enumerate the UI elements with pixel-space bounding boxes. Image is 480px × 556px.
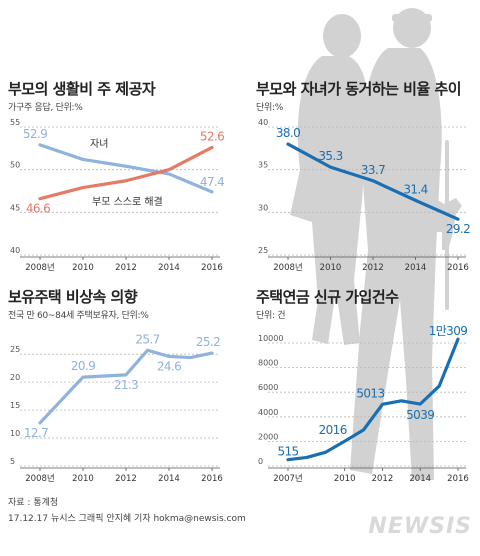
- data-label: 33.7: [361, 163, 385, 177]
- x-tick-label: 2010: [334, 474, 356, 484]
- data-label: 5013: [356, 386, 384, 400]
- dog-silhouette: [415, 197, 462, 250]
- y-tick-label: 25: [10, 345, 20, 354]
- data-label: 47.4: [200, 175, 224, 189]
- elderly-couple-silhouette: [290, 8, 449, 480]
- x-tick-label: 2014: [158, 263, 180, 273]
- x-tick-label: 2014: [405, 263, 427, 273]
- data-label: 515: [277, 445, 298, 459]
- y-tick-label: 10000: [258, 334, 283, 343]
- y-tick-label: 5: [10, 457, 15, 466]
- y-tick-label: 35: [258, 161, 268, 170]
- series-line-2: [38, 145, 214, 201]
- data-label: 25.7: [135, 332, 159, 346]
- x-tick-label: 2016: [201, 474, 223, 484]
- chart-title: 보유주택 비상속 의향: [8, 288, 138, 306]
- y-tick-label: 40: [10, 246, 20, 255]
- y-tick-label: 0: [258, 457, 263, 466]
- y-tick-label: 15: [10, 401, 20, 410]
- chart-title: 부모와 자녀가 동거하는 비율 추이: [256, 80, 461, 98]
- x-tick-label: 2014: [409, 474, 431, 484]
- data-label: 52.6: [200, 129, 224, 143]
- x-tick-label: 2008년: [273, 262, 302, 273]
- y-tick-label: 10: [10, 429, 20, 438]
- y-tick-label: 4000: [258, 408, 278, 417]
- x-tick-label: 2008년: [25, 473, 54, 484]
- legend-label-children: 자녀: [90, 138, 108, 150]
- y-tick-label: 55: [10, 118, 20, 127]
- y-tick-label: 8000: [258, 359, 278, 368]
- y-tick-label: 6000: [258, 383, 278, 392]
- series-line-1: [38, 348, 214, 425]
- x-tick-label: 2012: [362, 263, 384, 273]
- data-label: 25.2: [196, 335, 220, 349]
- chart-subtitle: 가구주 응답, 단위:%: [8, 101, 83, 113]
- y-tick-label: 25: [258, 246, 268, 255]
- data-label: 24.6: [157, 359, 181, 373]
- y-tick-label: 40: [258, 118, 268, 127]
- chart-subtitle: 단위: 건: [256, 310, 285, 321]
- y-tick-label: 20: [10, 373, 20, 382]
- legend-label-parents: 부모 스스로 해결: [92, 195, 163, 208]
- x-tick-label: 2012: [372, 474, 394, 484]
- x-tick-label: 2012: [115, 263, 137, 273]
- source-text: 자료 : 통계청: [8, 496, 58, 508]
- x-tick-label: 2010: [320, 263, 342, 273]
- x-tick-label: 2016: [447, 263, 469, 273]
- newsis-logo: NEWSIS: [368, 514, 472, 539]
- data-label: 46.6: [26, 202, 50, 216]
- series-line-1: [38, 143, 214, 194]
- x-tick-label: 2016: [447, 474, 469, 484]
- y-tick-label: 30: [258, 203, 268, 212]
- series-line-1: [286, 337, 460, 462]
- y-tick-label: 50: [10, 161, 20, 170]
- data-label: 2016: [319, 423, 347, 437]
- data-label: 1만309: [429, 324, 468, 338]
- data-label: 31.4: [403, 182, 427, 196]
- x-tick-label: 2010: [72, 474, 94, 484]
- chart-subtitle: 전국 만 60~84세 주택보유자, 단위:%: [8, 310, 149, 321]
- data-label: 29.2: [446, 222, 470, 236]
- series-line-1: [286, 142, 460, 221]
- data-label: 20.9: [71, 359, 95, 373]
- data-label: 12.7: [24, 426, 48, 440]
- chart-title: 부모의 생활비 주 제공자: [8, 80, 156, 98]
- data-label: 35.3: [318, 149, 342, 163]
- data-label: 38.0: [276, 126, 300, 140]
- chart-subtitle: 단위:%: [256, 102, 284, 113]
- x-tick-label: 2007년: [273, 473, 302, 484]
- x-tick-label: 2010: [72, 263, 94, 273]
- chart-title: 주택연금 신규 가입건수: [256, 288, 399, 306]
- x-tick-label: 2016: [201, 263, 223, 273]
- data-label: 21.3: [114, 378, 138, 392]
- data-label: 52.9: [23, 127, 47, 141]
- y-tick-label: 2000: [258, 432, 278, 441]
- x-tick-label: 2008년: [25, 262, 54, 273]
- x-tick-label: 2014: [158, 474, 180, 484]
- y-tick-label: 45: [10, 203, 20, 212]
- credit-text: 17.12.17 뉴시스 그래픽 안지혜 기자 hokma@newsis.com: [8, 512, 246, 524]
- data-label: 5039: [406, 408, 434, 422]
- x-tick-label: 2012: [115, 474, 137, 484]
